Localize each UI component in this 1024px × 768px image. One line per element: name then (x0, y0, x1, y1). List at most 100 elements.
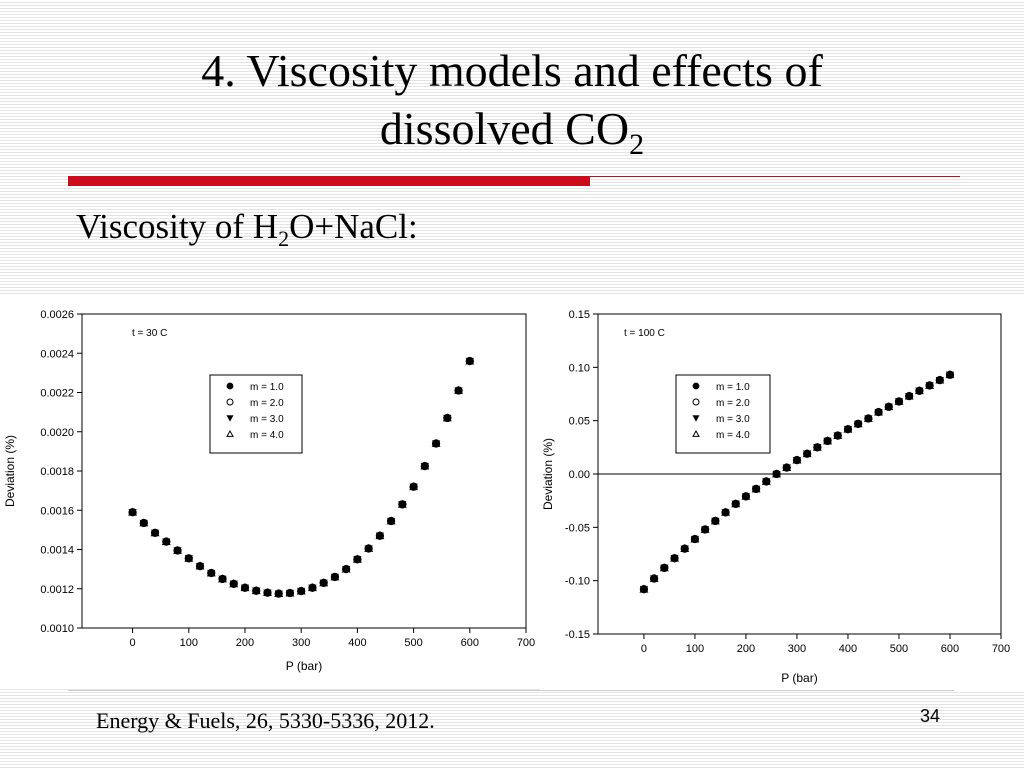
x-tick-label: 200 (737, 643, 755, 655)
data-point (139, 518, 149, 527)
legend-label: m = 4.0 (716, 430, 750, 441)
data-point (285, 588, 295, 597)
data-point (884, 402, 894, 411)
data-point (161, 537, 171, 546)
data-point (874, 407, 884, 416)
x-tick-label: 300 (292, 637, 310, 649)
legend-label: m = 1.0 (250, 382, 284, 393)
legend-label: m = 3.0 (716, 414, 750, 425)
temperature-annotation: t = 100 C (624, 328, 665, 339)
x-tick-label: 700 (992, 643, 1010, 655)
data-point (307, 583, 317, 592)
data-point (431, 438, 441, 447)
x-tick-label: 300 (788, 643, 806, 655)
temperature-annotation: t = 30 C (132, 328, 167, 339)
y-tick-label: 0.0026 (40, 309, 74, 321)
data-point (731, 499, 741, 508)
slide-title: 4. Viscosity models and effects of disso… (60, 42, 964, 174)
data-point (761, 476, 771, 485)
legend-marker (692, 382, 700, 390)
x-tick-label: 500 (890, 643, 908, 655)
legend-marker (226, 398, 234, 406)
y-tick-label: 0.0012 (40, 584, 74, 596)
chart-panel-30c: 0.0010 0.0012 0.0014 0.0016 0.0018 0.0020 0.00… (0, 296, 540, 688)
data-point (229, 579, 239, 588)
x-tick-label: 600 (461, 637, 479, 649)
data-point (251, 586, 261, 595)
data-point (772, 469, 781, 478)
data-point (690, 534, 700, 543)
data-point (442, 413, 452, 422)
x-axis-label: P (bar) (781, 671, 817, 685)
data-point (833, 430, 843, 439)
title-accent-bar (68, 176, 590, 186)
data-point (680, 544, 690, 553)
data-point (710, 516, 720, 525)
data-point (823, 436, 833, 445)
x-tick-label: 400 (348, 637, 366, 649)
data-point (386, 516, 396, 525)
data-point (173, 545, 182, 554)
y-tick-label: 0.00 (569, 469, 590, 481)
data-point (184, 553, 194, 562)
data-point (263, 588, 272, 597)
x-axis-label: P (bar) (286, 659, 322, 673)
data-point (649, 573, 659, 582)
legend-label: m = 2.0 (250, 398, 284, 409)
data-point (894, 396, 904, 405)
data-point (364, 543, 374, 552)
data-point (330, 572, 340, 581)
data-point (195, 561, 205, 570)
data-point (150, 528, 160, 537)
data-point (409, 482, 419, 491)
data-point (721, 507, 730, 516)
chart-1-group: -0.15 -0.10 -0.05 0.00 0.05 0.10 0.15 0 100 200 30… (541, 309, 1010, 685)
data-point (352, 554, 362, 563)
data-point (319, 578, 329, 587)
data-point (659, 563, 669, 572)
data-point (397, 499, 407, 508)
x-tick-label: 0 (641, 643, 647, 655)
x-tick-label: 500 (404, 637, 422, 649)
data-point (206, 568, 216, 577)
title-subscript: 2 (629, 128, 645, 162)
data-point (454, 385, 464, 394)
data-point (853, 419, 863, 428)
data-point (904, 391, 914, 400)
data-point (935, 375, 945, 384)
x-tick-label: 100 (180, 637, 198, 649)
data-point (782, 462, 792, 471)
x-tick-label: 100 (686, 643, 704, 655)
subtitle-part-2: O+NaCl: (289, 207, 418, 246)
x-tick-label: 200 (236, 637, 254, 649)
y-tick-label: -0.05 (565, 522, 590, 534)
title-line-2: dissolved CO2 (60, 100, 964, 174)
legend-marker (226, 382, 234, 390)
chart-30c: 0.0010 0.0012 0.0014 0.0016 0.0018 0.0020 0.00… (3, 309, 535, 673)
data-point (218, 574, 227, 583)
title-divider-line (590, 176, 960, 177)
x-tick-label: 600 (941, 643, 959, 655)
y-tick-label: 0.15 (569, 309, 590, 321)
y-tick-label: 0.0010 (40, 623, 74, 635)
data-point (296, 586, 306, 595)
x-tick-label: 0 (130, 637, 136, 649)
legend-marker (692, 429, 700, 437)
y-tick-label: -0.10 (565, 576, 590, 588)
subtitle-subscript: 2 (278, 226, 290, 251)
y-tick-label: 0.05 (569, 416, 590, 428)
x-tick-label: 700 (517, 637, 535, 649)
y-tick-label: -0.15 (565, 629, 590, 641)
legend-label: m = 1.0 (716, 382, 750, 393)
data-point (751, 484, 761, 493)
data-point (700, 524, 710, 533)
y-tick-label: 0.10 (569, 362, 590, 374)
data-point (802, 449, 812, 458)
y-axis-label: Deviation (%) (3, 435, 17, 507)
legend-marker (226, 429, 234, 437)
y-tick-label: 0.0018 (40, 466, 74, 478)
legend-label: m = 2.0 (716, 398, 750, 409)
citation-text: Energy & Fuels, 26, 5330-5336, 2012. (96, 708, 435, 733)
data-point (945, 370, 955, 379)
legend-box (675, 374, 771, 454)
